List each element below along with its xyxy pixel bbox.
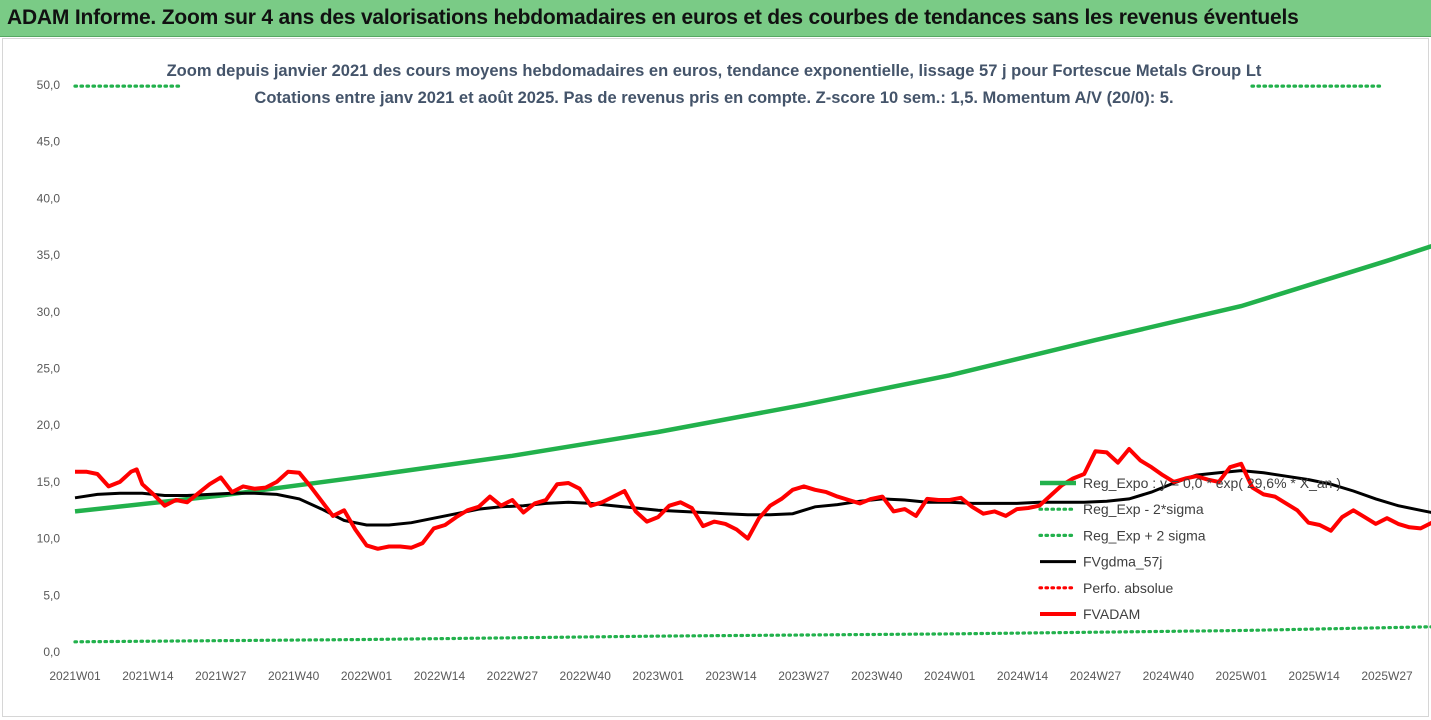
x-tick-label: 2023W40 xyxy=(851,669,903,683)
x-tick-label: 2021W01 xyxy=(49,669,101,683)
y-tick-label: 35,0 xyxy=(37,248,61,262)
chart-frame xyxy=(2,38,1429,717)
x-axis: 2021W01 2021W14 2021W27 2021W40 2022W01 2022W… xyxy=(49,669,1413,683)
x-tick-label: 2022W40 xyxy=(560,669,612,683)
x-tick-label: 2023W27 xyxy=(778,669,830,683)
x-tick-label: 2021W40 xyxy=(268,669,320,683)
series-line-1 xyxy=(73,625,1431,644)
plot-area xyxy=(73,84,1431,644)
x-tick-label: 2024W27 xyxy=(1070,669,1122,683)
x-tick-label: 2025W14 xyxy=(1288,669,1340,683)
x-tick-label: 2022W14 xyxy=(414,669,466,683)
series-line-5 xyxy=(75,447,1431,551)
legend-label: FVADAM xyxy=(1083,606,1140,622)
x-tick-label: 2024W01 xyxy=(924,669,976,683)
x-tick-label: 2024W40 xyxy=(1143,669,1195,683)
y-tick-label: 40,0 xyxy=(37,191,61,205)
x-tick-label: 2022W01 xyxy=(341,669,393,683)
legend-label: Reg_Exp + 2 sigma xyxy=(1083,527,1206,543)
y-tick-label: 30,0 xyxy=(37,305,61,319)
report-banner: ADAM Informe. Zoom sur 4 ans des valoris… xyxy=(0,0,1431,37)
series-line-0 xyxy=(74,244,1431,514)
legend-label: Reg_Expo : y = 0,0 * exp( 29,6% * X_an ) xyxy=(1083,475,1341,491)
report-title: ADAM Informe. Zoom sur 4 ans des valoris… xyxy=(7,6,1299,29)
series-line-3 xyxy=(74,469,1431,527)
x-tick-label: 2025W01 xyxy=(1216,669,1268,683)
x-tick-label: 2024W14 xyxy=(997,669,1049,683)
chart-subtitle: Cotations entre janv 2021 et août 2025. … xyxy=(254,89,1173,107)
legend-label: Perfo. absolue xyxy=(1083,580,1173,596)
x-tick-label: 2023W01 xyxy=(632,669,684,683)
x-tick-label: 2021W14 xyxy=(122,669,174,683)
y-tick-label: 45,0 xyxy=(37,135,61,149)
y-tick-label: 25,0 xyxy=(37,362,61,376)
y-tick-label: 0,0 xyxy=(43,645,60,659)
legend-label: Reg_Exp - 2*sigma xyxy=(1083,501,1204,517)
legend: Reg_Expo : y = 0,0 * exp( 29,6% * X_an )… xyxy=(1038,475,1341,622)
y-tick-label: 15,0 xyxy=(37,475,61,489)
x-tick-label: 2023W14 xyxy=(705,669,757,683)
y-tick-label: 20,0 xyxy=(37,418,61,432)
y-tick-label: 50,0 xyxy=(37,78,61,92)
chart-title: Zoom depuis janvier 2021 des cours moyen… xyxy=(167,62,1262,80)
x-tick-label: 2022W27 xyxy=(487,669,539,683)
legend-label: FVgdma_57j xyxy=(1083,554,1162,570)
y-axis: 0,0 5,0 10,0 15,0 20,0 25,0 30,0 35,0 40,0 45,0 50… xyxy=(37,78,61,659)
x-tick-label: 2021W27 xyxy=(195,669,247,683)
y-tick-label: 5,0 xyxy=(43,588,60,602)
y-tick-label: 10,0 xyxy=(37,532,61,546)
x-tick-label: 2025W27 xyxy=(1361,669,1413,683)
